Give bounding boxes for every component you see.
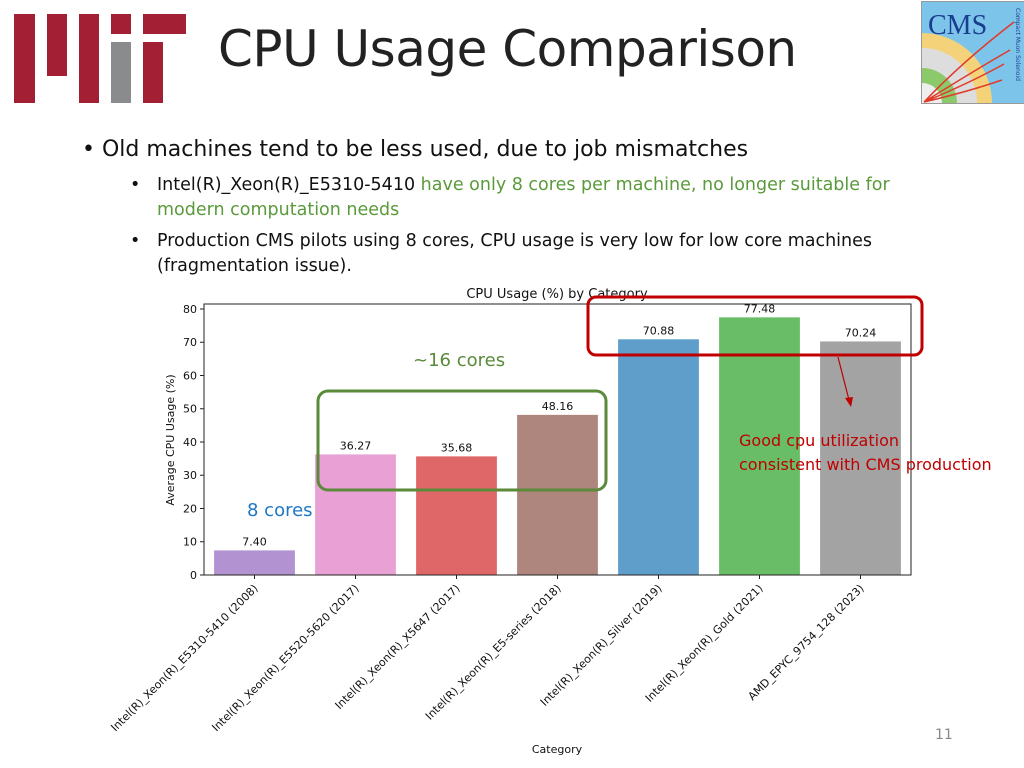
bullet-2-lead: Intel(R)_Xeon(R)_E5310-5410 <box>157 175 416 195</box>
y-tick-label: 40 <box>183 436 197 449</box>
annotation-8-cores: 8 cores <box>247 500 313 521</box>
y-tick-label: 80 <box>183 303 197 316</box>
y-tick-label: 30 <box>183 469 197 482</box>
highlight-modern <box>586 295 924 357</box>
bar-data-label: 48.16 <box>542 400 574 413</box>
bar-data-label: 35.68 <box>441 441 473 454</box>
bar <box>517 414 598 575</box>
bar-data-label: 36.27 <box>340 439 372 452</box>
page-number: 11 <box>935 727 953 743</box>
arrow-head-icon <box>845 397 853 407</box>
bar <box>820 341 901 575</box>
y-tick-label: 10 <box>183 536 197 549</box>
y-tick-label: 0 <box>190 569 197 582</box>
annotation-good-1: Good cpu utilization <box>739 431 899 450</box>
y-axis-label: Average CPU Usage (%) <box>164 374 177 505</box>
bar-data-label: 77.48 <box>744 302 776 315</box>
bullet-3-text: Production CMS pilots using 8 cores, CPU… <box>157 231 873 276</box>
y-tick-label: 50 <box>183 403 197 416</box>
bar-data-label: 7.40 <box>242 535 267 548</box>
y-tick-label: 70 <box>183 336 197 349</box>
annotation-16-cores: ~16 cores <box>413 350 505 371</box>
bar <box>214 550 295 575</box>
bar <box>719 317 800 575</box>
cms-logo: CMS Compact Muon Solenoid <box>921 1 1024 104</box>
y-tick-label: 60 <box>183 369 197 382</box>
x-tick-label: Intel(R)_Xeon(R)_Silver (2019) <box>538 582 665 709</box>
highlight-16-cores <box>316 389 608 492</box>
y-tick-label: 20 <box>183 502 197 515</box>
plot-frame <box>203 303 912 576</box>
arrow-line <box>837 356 850 401</box>
chart-title: CPU Usage (%) by Category <box>466 287 648 302</box>
bar <box>416 456 497 575</box>
svg-text:Compact Muon Solenoid: Compact Muon Solenoid <box>1014 8 1021 81</box>
x-tick-label: Intel(R)_Xeon(R)_Gold (2021) <box>643 582 766 705</box>
bar <box>315 454 396 575</box>
mit-logo <box>14 14 186 103</box>
bullet-3: • Production CMS pilots using 8 cores, CP… <box>130 229 930 279</box>
bullet-1-text: Old machines tend to be less used, due t… <box>101 137 749 162</box>
slide-title: CPU Usage Comparison <box>218 20 797 78</box>
bar-data-label: 70.24 <box>845 326 877 339</box>
bullet-2: • Intel(R)_Xeon(R)_E5310-5410 have only 8… <box>130 175 890 220</box>
bar <box>618 339 699 575</box>
x-axis-label: Category <box>532 743 583 756</box>
bar-data-label: 70.88 <box>643 324 675 337</box>
annotation-good-2: consistent with CMS production <box>739 455 992 474</box>
bullet-1: • Old machines tend to be less used, due… <box>82 137 749 162</box>
x-tick-label: AMD_EPYC_9754_128 (2023) <box>746 582 867 703</box>
svg-text:CMS: CMS <box>928 10 987 41</box>
bullet-2-rest: have only 8 cores per machine, no longer… <box>157 175 890 220</box>
